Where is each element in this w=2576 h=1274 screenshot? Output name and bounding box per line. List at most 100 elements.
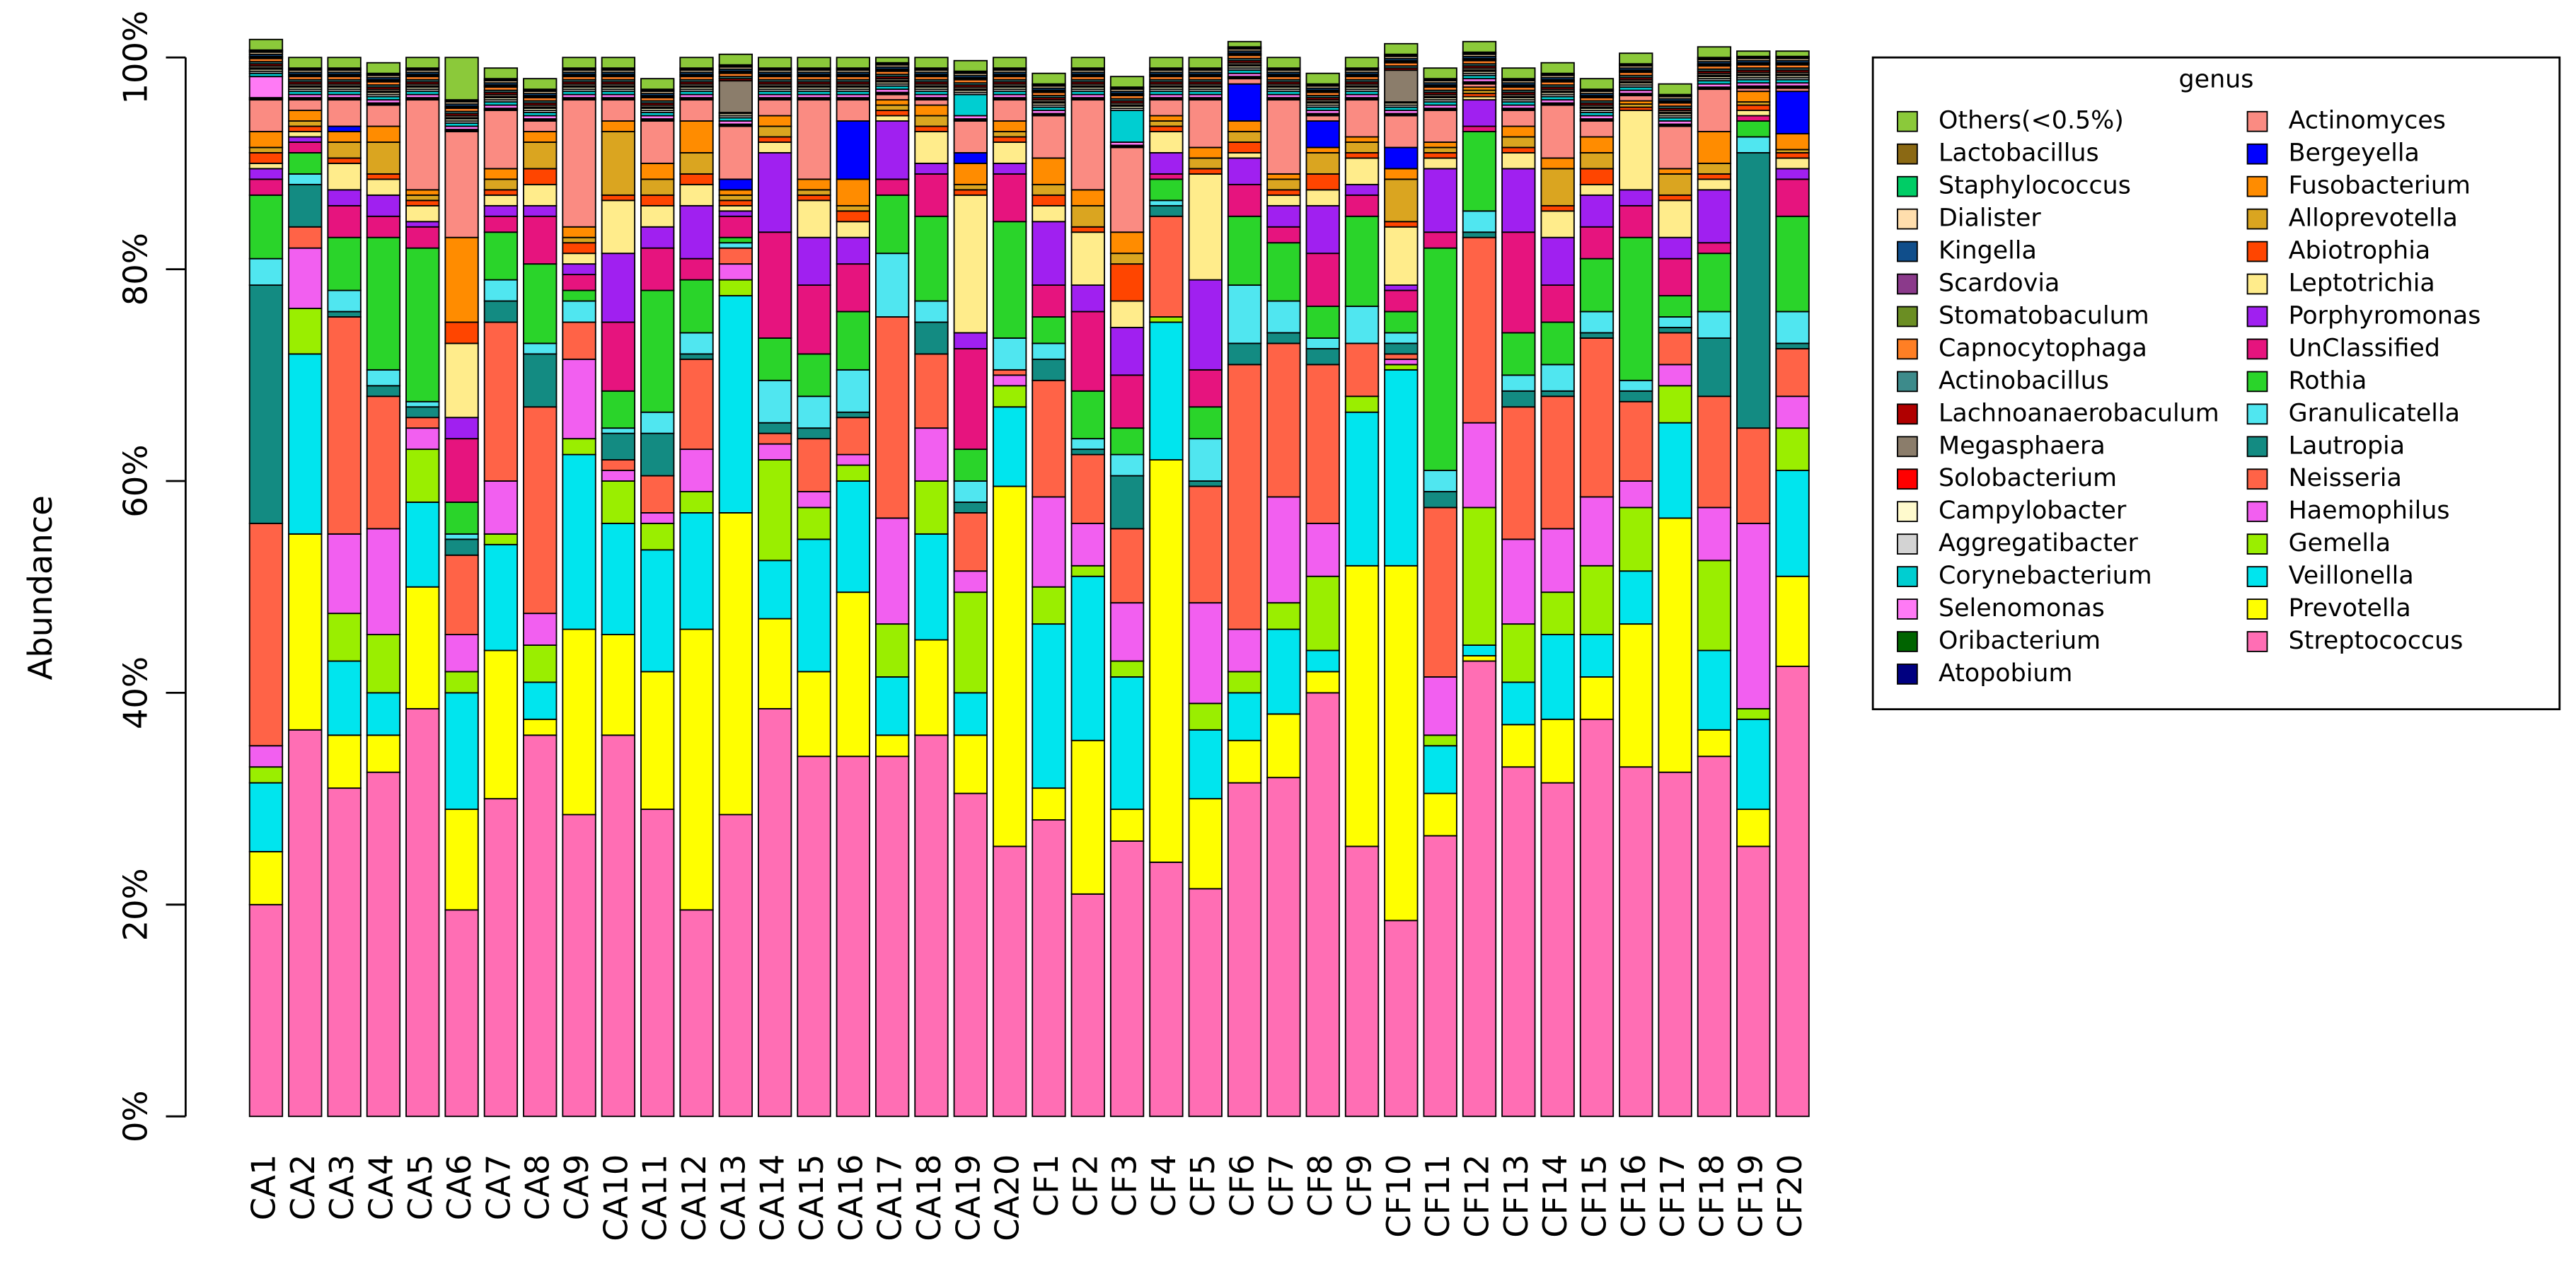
y-tick-label: 0% [117,1090,155,1142]
bar-segment [1579,194,1615,228]
bar-segment [953,194,988,334]
legend-label: Neisseria [2289,464,2402,492]
legend-label: Others(<0.5%) [1939,107,2124,135]
bar-segment [1775,152,1810,159]
bar-segment [288,183,323,228]
bar-segment [1619,506,1653,572]
bar-segment [1658,385,1692,424]
bar-segment [1540,364,1575,392]
legend-label: Aggregatibacter [1939,529,2138,557]
bar-segment [248,745,284,768]
bar-segment [1149,316,1184,323]
bar-segment [1384,369,1419,567]
legend-label: Dialister [1939,204,2041,233]
bar-segment [797,671,831,758]
bar-segment [327,131,362,143]
legend-swatch [2246,598,2268,620]
bar-segment [601,120,636,132]
bar-segment [1658,327,1692,334]
bar-segment [444,321,479,344]
bar-segment [444,538,479,556]
bar-segment [523,168,558,185]
bar-segment [836,464,870,482]
bar-segment [679,628,714,911]
bar-segment [1149,215,1184,318]
x-tick-label: CF19 [1732,1154,1770,1238]
x-tick-label: CA4 [362,1154,400,1221]
bar-segment [1032,358,1066,381]
bar-segment [1305,337,1340,349]
bar-segment [797,236,831,286]
bar-segment [640,178,675,196]
bar-segment [758,379,792,424]
bar-segment [1305,364,1340,524]
bar-segment [483,798,519,1118]
bar-segment [1619,570,1653,625]
bar-segment [1032,72,1066,85]
bar-segment [288,120,323,127]
bar-segment [562,628,596,816]
bar-segment [366,125,401,143]
bar-segment [1344,136,1380,143]
bar-segment [1736,136,1771,154]
bar-segment [1384,221,1419,228]
bar-segment [836,178,870,207]
bar-segment [874,676,910,736]
bar-segment [327,204,362,238]
bar-segment [1070,390,1105,440]
bar-segment [1109,660,1145,678]
bar-segment [1266,713,1301,779]
bar-segment [601,321,636,392]
bar-segment [836,417,870,456]
bar-segment [523,141,558,170]
legend-swatch [2246,208,2268,230]
bar-segment [1501,538,1536,625]
bar-segment [1423,157,1457,170]
bar-segment [1109,374,1145,429]
legend-swatch [1897,241,1918,262]
bar-segment [1775,91,1810,134]
bar-segment [1423,506,1457,678]
legend-label: Campylobacter [1939,497,2127,525]
bar-segment [992,337,1027,371]
bar-segment [483,168,519,180]
bar-segment [601,427,636,434]
bar-segment [1188,438,1223,482]
bar-segment [992,406,1027,487]
bar-segment [1501,332,1536,376]
x-tick-label: CF20 [1771,1154,1809,1238]
bar-segment [953,480,988,503]
bar-segment [444,692,479,811]
bar-segment [1579,152,1615,170]
bar-segment [1070,522,1105,567]
bar-segment [1423,67,1457,80]
bar-segment [1736,809,1771,847]
legend-swatch [2246,143,2268,165]
bar-segment [679,257,714,281]
x-tick-label: CA10 [596,1154,635,1241]
bar-segment [1619,110,1653,191]
bar-segment [523,78,558,91]
legend-label: Streptococcus [2289,627,2464,655]
bar-segment [640,289,675,413]
bar-segment [523,406,558,615]
bar-segment [366,369,401,387]
bar-segment [992,141,1027,164]
bar-segment [1697,173,1732,180]
bar-segment [1266,57,1301,69]
bar-segment [1344,194,1380,217]
legend-label: Actinobacillus [1939,366,2109,395]
legend-label: Lachnoanaerobaculum [1939,399,2219,427]
bar-segment [1032,183,1066,196]
bar-segment [1266,226,1301,244]
bar-segment [992,845,1027,1118]
bar-segment [288,131,323,138]
legend-swatch [2246,566,2268,587]
bar-segment [1266,204,1301,228]
bar-segment [1462,655,1497,662]
bar-segment [562,274,596,291]
legend-swatch [1897,403,1918,425]
legend-label: Scardovia [1939,270,2060,298]
bar-segment [1775,395,1810,429]
